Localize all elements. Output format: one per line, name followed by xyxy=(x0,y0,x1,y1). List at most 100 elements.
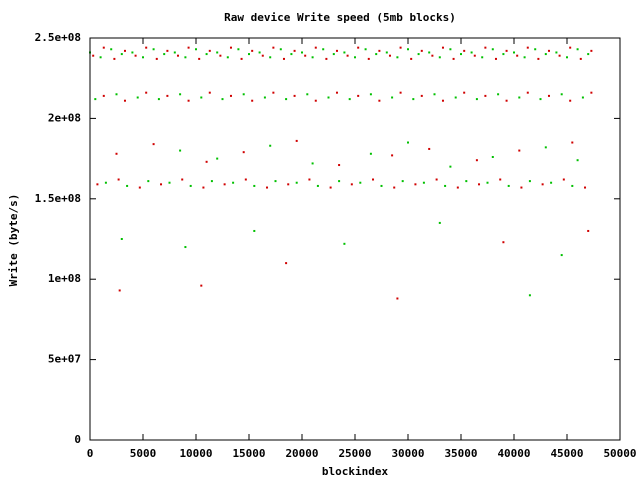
point xyxy=(502,241,505,244)
point xyxy=(338,164,341,167)
point xyxy=(359,181,362,184)
point xyxy=(325,57,328,60)
x-tick-label: 40000 xyxy=(497,447,530,460)
point xyxy=(357,94,360,97)
x-tick-label: 5000 xyxy=(130,447,157,460)
point xyxy=(452,57,455,60)
point xyxy=(420,49,423,52)
point xyxy=(166,49,169,52)
point xyxy=(306,93,309,96)
x-tick-label: 0 xyxy=(87,447,94,460)
point xyxy=(484,94,487,97)
point xyxy=(290,53,293,56)
point xyxy=(581,96,584,99)
point xyxy=(263,96,266,99)
point xyxy=(120,238,123,240)
y-tick-label: 0 xyxy=(74,433,81,446)
point xyxy=(176,54,179,57)
point xyxy=(229,46,232,49)
point xyxy=(181,178,184,181)
point xyxy=(152,143,155,146)
point xyxy=(208,49,211,52)
y-tick-label: 2.5e+08 xyxy=(35,31,81,44)
point xyxy=(558,54,561,57)
point xyxy=(526,91,529,94)
point xyxy=(528,180,531,183)
point xyxy=(367,57,370,60)
point xyxy=(463,91,466,94)
x-tick-label: 15000 xyxy=(232,447,265,460)
point xyxy=(576,159,579,162)
point xyxy=(441,46,444,49)
point xyxy=(364,48,367,51)
point xyxy=(115,93,118,96)
point xyxy=(200,96,203,99)
point xyxy=(311,56,314,59)
x-axis-label: blockindex xyxy=(322,465,389,478)
point xyxy=(378,99,381,102)
point xyxy=(343,242,346,245)
point xyxy=(537,57,540,60)
point xyxy=(444,184,447,187)
point xyxy=(401,180,404,183)
point xyxy=(126,184,129,187)
point xyxy=(433,93,436,96)
point xyxy=(104,181,107,184)
point xyxy=(110,48,113,51)
x-tick-label: 45000 xyxy=(550,447,583,460)
point xyxy=(541,183,544,186)
point xyxy=(219,54,222,57)
point xyxy=(208,91,211,94)
point xyxy=(92,54,95,57)
point xyxy=(428,147,431,150)
point xyxy=(138,186,141,189)
y-axis-label: Write (byte/s) xyxy=(7,194,20,287)
point xyxy=(120,53,123,56)
point xyxy=(438,221,441,224)
point xyxy=(475,159,478,162)
point xyxy=(449,165,452,168)
point xyxy=(187,46,190,49)
point xyxy=(555,51,558,54)
point xyxy=(520,186,523,189)
point xyxy=(242,151,245,154)
point xyxy=(481,56,484,59)
point xyxy=(301,51,303,54)
point xyxy=(505,99,508,102)
point xyxy=(497,93,500,96)
point xyxy=(560,254,563,257)
point xyxy=(123,99,126,102)
point xyxy=(412,98,415,101)
point xyxy=(102,46,105,49)
point xyxy=(388,54,391,57)
point xyxy=(435,178,438,181)
point xyxy=(465,180,468,183)
point xyxy=(285,98,288,101)
point xyxy=(463,49,466,52)
point xyxy=(226,56,229,59)
point xyxy=(253,229,256,232)
point xyxy=(372,178,375,181)
point xyxy=(431,54,434,57)
point xyxy=(173,51,176,54)
point xyxy=(518,149,521,152)
point xyxy=(544,146,547,149)
point xyxy=(534,48,537,51)
point xyxy=(456,186,459,189)
point xyxy=(205,160,208,163)
point xyxy=(240,57,243,60)
point xyxy=(550,181,553,184)
x-tick-label: 10000 xyxy=(179,447,212,460)
point xyxy=(200,284,203,287)
point xyxy=(569,99,572,102)
point xyxy=(491,155,494,158)
point xyxy=(579,57,582,60)
point xyxy=(441,99,444,102)
point xyxy=(99,56,102,59)
point xyxy=(407,141,409,144)
point xyxy=(428,51,431,54)
point xyxy=(272,46,275,49)
point xyxy=(195,48,197,51)
point xyxy=(354,56,356,59)
point xyxy=(152,48,155,51)
